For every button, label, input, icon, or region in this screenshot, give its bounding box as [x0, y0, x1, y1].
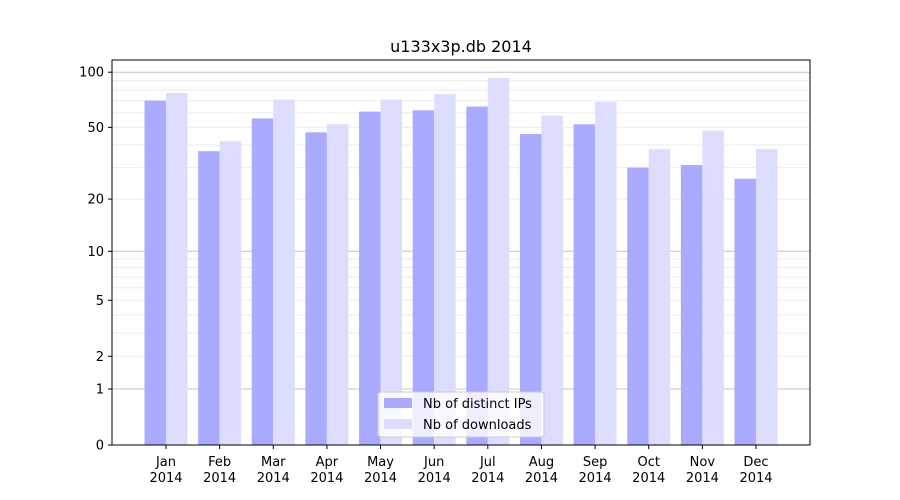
x-tick-label: Jan — [155, 455, 176, 470]
x-tick-label: May — [367, 455, 394, 470]
y-tick-label: 1 — [96, 383, 104, 398]
x-tick-label: 2014 — [525, 471, 558, 486]
y-tick-label: 10 — [87, 245, 104, 260]
bar-distinct-ips — [519, 133, 542, 445]
y-tick-label: 2 — [96, 350, 104, 365]
bar-downloads — [166, 93, 188, 445]
y-tick-label: 0 — [96, 439, 104, 454]
x-tick-label: 2014 — [471, 471, 504, 486]
y-tick-label: 5 — [96, 294, 104, 309]
x-tick-label: Oct — [637, 455, 659, 470]
y-axis: 0 1 2 5 10 20 50 100 — [79, 66, 112, 454]
x-tick-label: Jul — [479, 455, 496, 470]
x-tick-label: Sep — [583, 455, 608, 470]
x-tick-label: 2014 — [149, 471, 182, 486]
bar-downloads — [541, 115, 563, 446]
bar-downloads — [380, 99, 403, 445]
x-tick-label: Aug — [529, 455, 554, 470]
x-tick-label: 2014 — [739, 471, 772, 486]
y-tick-label: 20 — [87, 193, 104, 208]
bar-distinct-ips — [144, 100, 166, 445]
bar-downloads — [219, 141, 242, 445]
x-tick-label: Nov — [690, 455, 716, 470]
x-tick-label: 2014 — [579, 471, 612, 486]
bar-downloads — [487, 77, 510, 445]
bar-distinct-ips — [412, 110, 435, 445]
bar-distinct-ips — [359, 111, 381, 445]
bar-distinct-ips — [573, 124, 596, 445]
legend-swatch — [384, 419, 412, 429]
legend: Nb of distinct IPs Nb of downloads — [377, 391, 545, 438]
bars — [144, 77, 778, 446]
bar-distinct-ips — [466, 106, 488, 446]
bar-downloads — [326, 124, 349, 445]
bar-downloads — [648, 149, 671, 445]
bar-distinct-ips — [251, 118, 274, 445]
bar-distinct-ips — [305, 132, 327, 445]
x-tick-label: 2014 — [310, 471, 343, 486]
x-axis: Jan2014Feb2014Mar2014Apr2014May2014Jun20… — [149, 445, 773, 486]
bar-distinct-ips — [734, 178, 756, 445]
x-tick-label: 2014 — [203, 471, 236, 486]
bar-distinct-ips — [627, 167, 649, 445]
bar-distinct-ips — [680, 165, 703, 445]
x-tick-label: Dec — [743, 455, 768, 470]
y-tick-label: 50 — [87, 121, 104, 136]
bar-downloads — [273, 99, 295, 445]
bar-downloads — [434, 94, 456, 445]
bar-downloads — [756, 149, 778, 445]
bar-downloads — [702, 130, 724, 445]
bar-downloads — [595, 101, 617, 445]
legend-swatch — [384, 398, 412, 408]
legend-box — [377, 391, 545, 438]
legend-label: Nb of distinct IPs — [423, 397, 532, 412]
legend-label: Nb of downloads — [423, 418, 532, 433]
x-tick-label: Apr — [316, 455, 339, 470]
x-tick-label: 2014 — [257, 471, 290, 486]
x-tick-label: 2014 — [686, 471, 719, 486]
x-tick-label: 2014 — [632, 471, 665, 486]
y-tick-label: 100 — [79, 66, 104, 81]
plot-frame — [111, 59, 811, 446]
chart-title: u133x3p.db 2014 — [390, 37, 532, 56]
x-tick-label: 2014 — [418, 471, 451, 486]
x-tick-label: 2014 — [364, 471, 397, 486]
bar-distinct-ips — [198, 151, 220, 445]
x-tick-label: Feb — [208, 455, 231, 470]
x-tick-label: Jun — [423, 455, 444, 470]
x-tick-label: Mar — [261, 455, 286, 470]
